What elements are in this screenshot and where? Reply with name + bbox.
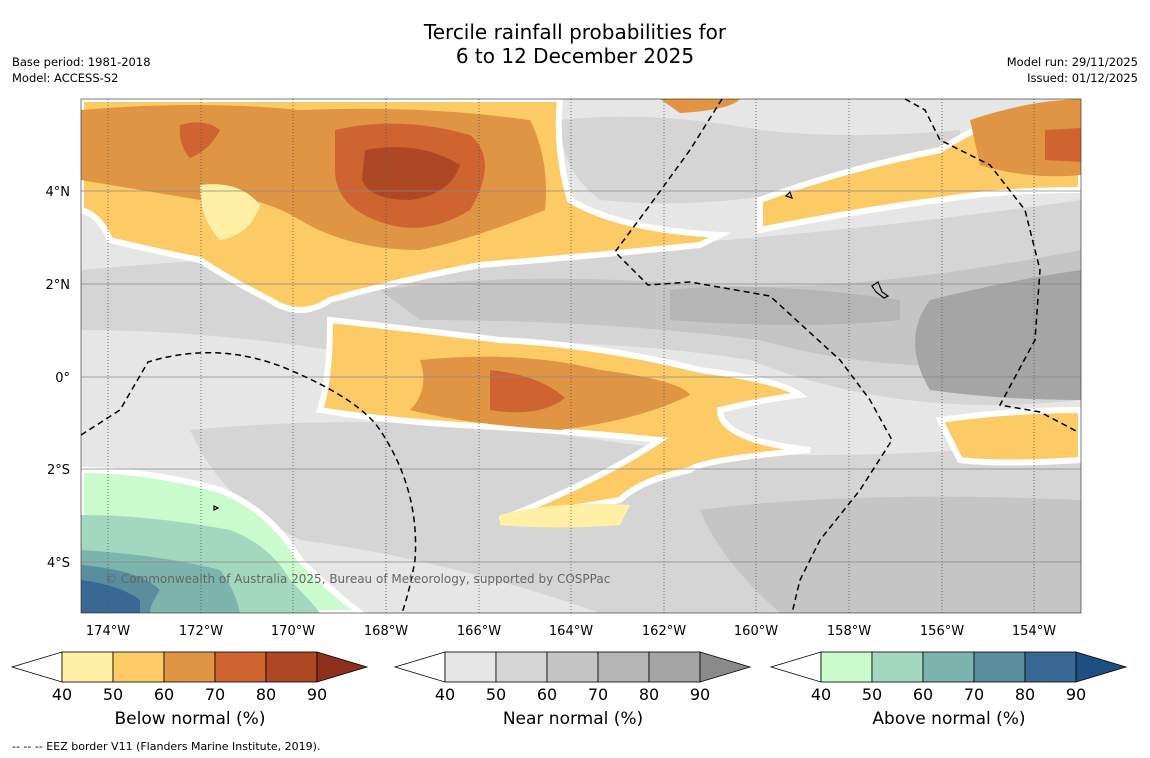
colorbar-tick-label: 70 bbox=[964, 685, 984, 704]
colorbar-lower-arrow bbox=[393, 651, 446, 683]
lon-label: 162°W bbox=[642, 624, 686, 639]
below-normal-east-70 bbox=[1045, 128, 1081, 162]
below-normal-west-40 bbox=[200, 184, 260, 240]
map-fields bbox=[81, 99, 1081, 613]
colorbar-segment bbox=[444, 651, 497, 683]
near-normal-80 bbox=[915, 270, 1081, 400]
lat-label: 2°S bbox=[47, 463, 70, 478]
below-normal-equator-70 bbox=[490, 370, 565, 413]
lat-label: 0° bbox=[55, 371, 70, 386]
lon-label: 166°W bbox=[457, 624, 501, 639]
colorbar-tick-label: 40 bbox=[811, 685, 831, 704]
colorbar-tick-label: 90 bbox=[307, 685, 327, 704]
near-normal-60-south bbox=[700, 496, 1081, 613]
colorbar-tick-label: 70 bbox=[205, 685, 225, 704]
colorbar-label-below: Below normal (%) bbox=[114, 709, 266, 729]
chart-title: Tercile rainfall probabilities for 6 to … bbox=[0, 20, 1150, 68]
map-frame bbox=[80, 98, 1082, 614]
near-normal-70a bbox=[670, 286, 900, 325]
colorbar-segment bbox=[495, 651, 548, 683]
islands bbox=[213, 190, 890, 511]
colorbar-upper-arrow bbox=[1075, 651, 1128, 683]
colorbar-tick-label: 40 bbox=[52, 685, 72, 704]
colorbar-segment bbox=[214, 651, 267, 683]
meta-right: Model run: 29/11/2025 Issued: 01/12/2025 bbox=[1007, 54, 1138, 86]
colorbar-segment bbox=[597, 651, 650, 683]
colorbar-segment bbox=[546, 651, 599, 683]
longitude-labels: 174°W 172°W 170°W 168°W 166°W 164°W 162°… bbox=[86, 624, 1056, 639]
below-normal-north-80 bbox=[362, 147, 460, 200]
lon-label: 174°W bbox=[86, 624, 130, 639]
colorbar-tick-label: 50 bbox=[862, 685, 882, 704]
colorbar-tick-label: 40 bbox=[435, 685, 455, 704]
eez-footnote: -- -- -- EEZ border V11 (Flanders Marine… bbox=[12, 740, 321, 753]
colorbar-segment bbox=[61, 651, 114, 683]
copyright-notice: © Commonwealth of Australia 2025, Bureau… bbox=[105, 572, 611, 586]
title-line-2: 6 to 12 December 2025 bbox=[455, 44, 695, 68]
meta-left: Base period: 1981-2018 Model: ACCESS-S2 bbox=[12, 54, 151, 86]
lat-label: 4°S bbox=[47, 556, 70, 571]
lon-label: 160°W bbox=[734, 624, 778, 639]
lon-label: 170°W bbox=[271, 624, 315, 639]
colorbar-label-near: Near normal (%) bbox=[502, 709, 644, 729]
colorbar-tick-label: 80 bbox=[1015, 685, 1035, 704]
issued-date: Issued: 01/12/2025 bbox=[1027, 71, 1138, 85]
lon-label: 168°W bbox=[364, 624, 408, 639]
latitude-labels: 4°N 2°N 0° 2°S 4°S bbox=[46, 185, 71, 571]
colorbar-tick-label: 60 bbox=[913, 685, 933, 704]
colorbar-segment bbox=[163, 651, 216, 683]
colorbar-tick-label: 60 bbox=[537, 685, 557, 704]
colorbar-tick-label: 90 bbox=[1066, 685, 1086, 704]
lat-label: 4°N bbox=[46, 185, 71, 200]
model-run: Model run: 29/11/2025 bbox=[1006, 55, 1138, 69]
lon-label: 172°W bbox=[179, 624, 223, 639]
colorbar-lower-arrow bbox=[769, 651, 822, 683]
lat-label: 2°N bbox=[46, 278, 71, 293]
colorbar-tick-label: 60 bbox=[154, 685, 174, 704]
base-period: Base period: 1981-2018 bbox=[12, 55, 151, 69]
eez-borders bbox=[80, 98, 1079, 614]
colorbar-tick-label: 50 bbox=[486, 685, 506, 704]
colorbar-segment bbox=[648, 651, 701, 683]
colorbar-segment bbox=[820, 651, 873, 683]
colorbar-tick-label: 90 bbox=[690, 685, 710, 704]
colorbar-segment bbox=[871, 651, 924, 683]
lon-label: 158°W bbox=[827, 624, 871, 639]
colorbar-upper-arrow bbox=[316, 651, 369, 683]
lon-label: 154°W bbox=[1012, 624, 1056, 639]
colorbar-segment bbox=[265, 651, 318, 683]
lon-label: 156°W bbox=[920, 624, 964, 639]
colorbar-lower-arrow bbox=[10, 651, 63, 683]
colorbar-tick-label: 50 bbox=[103, 685, 123, 704]
colorbar-tick-label: 80 bbox=[639, 685, 659, 704]
parallels bbox=[81, 190, 1081, 563]
below-normal-southeast-50 bbox=[935, 406, 1081, 466]
lon-label: 164°W bbox=[549, 624, 593, 639]
below-normal-south-40 bbox=[500, 503, 630, 528]
colorbar-segment bbox=[922, 651, 975, 683]
colorbar-tick-label: 70 bbox=[588, 685, 608, 704]
colorbar-label-above: Above normal (%) bbox=[872, 709, 1026, 729]
colorbars: 40 50 60 70 80 90 40 50 60 70 80 90 40 50 60 70 80 90 bbox=[10, 651, 1128, 704]
above-normal-80 bbox=[81, 580, 140, 613]
colorbar-segment bbox=[112, 651, 165, 683]
colorbar-segment bbox=[1024, 651, 1077, 683]
title-line-1: Tercile rainfall probabilities for bbox=[423, 20, 727, 44]
colorbar-segment bbox=[973, 651, 1026, 683]
below-normal-west-70 bbox=[179, 122, 220, 158]
colorbar-upper-arrow bbox=[699, 651, 752, 683]
colorbar-tick-label: 80 bbox=[256, 685, 276, 704]
model-name: Model: ACCESS-S2 bbox=[12, 71, 119, 85]
